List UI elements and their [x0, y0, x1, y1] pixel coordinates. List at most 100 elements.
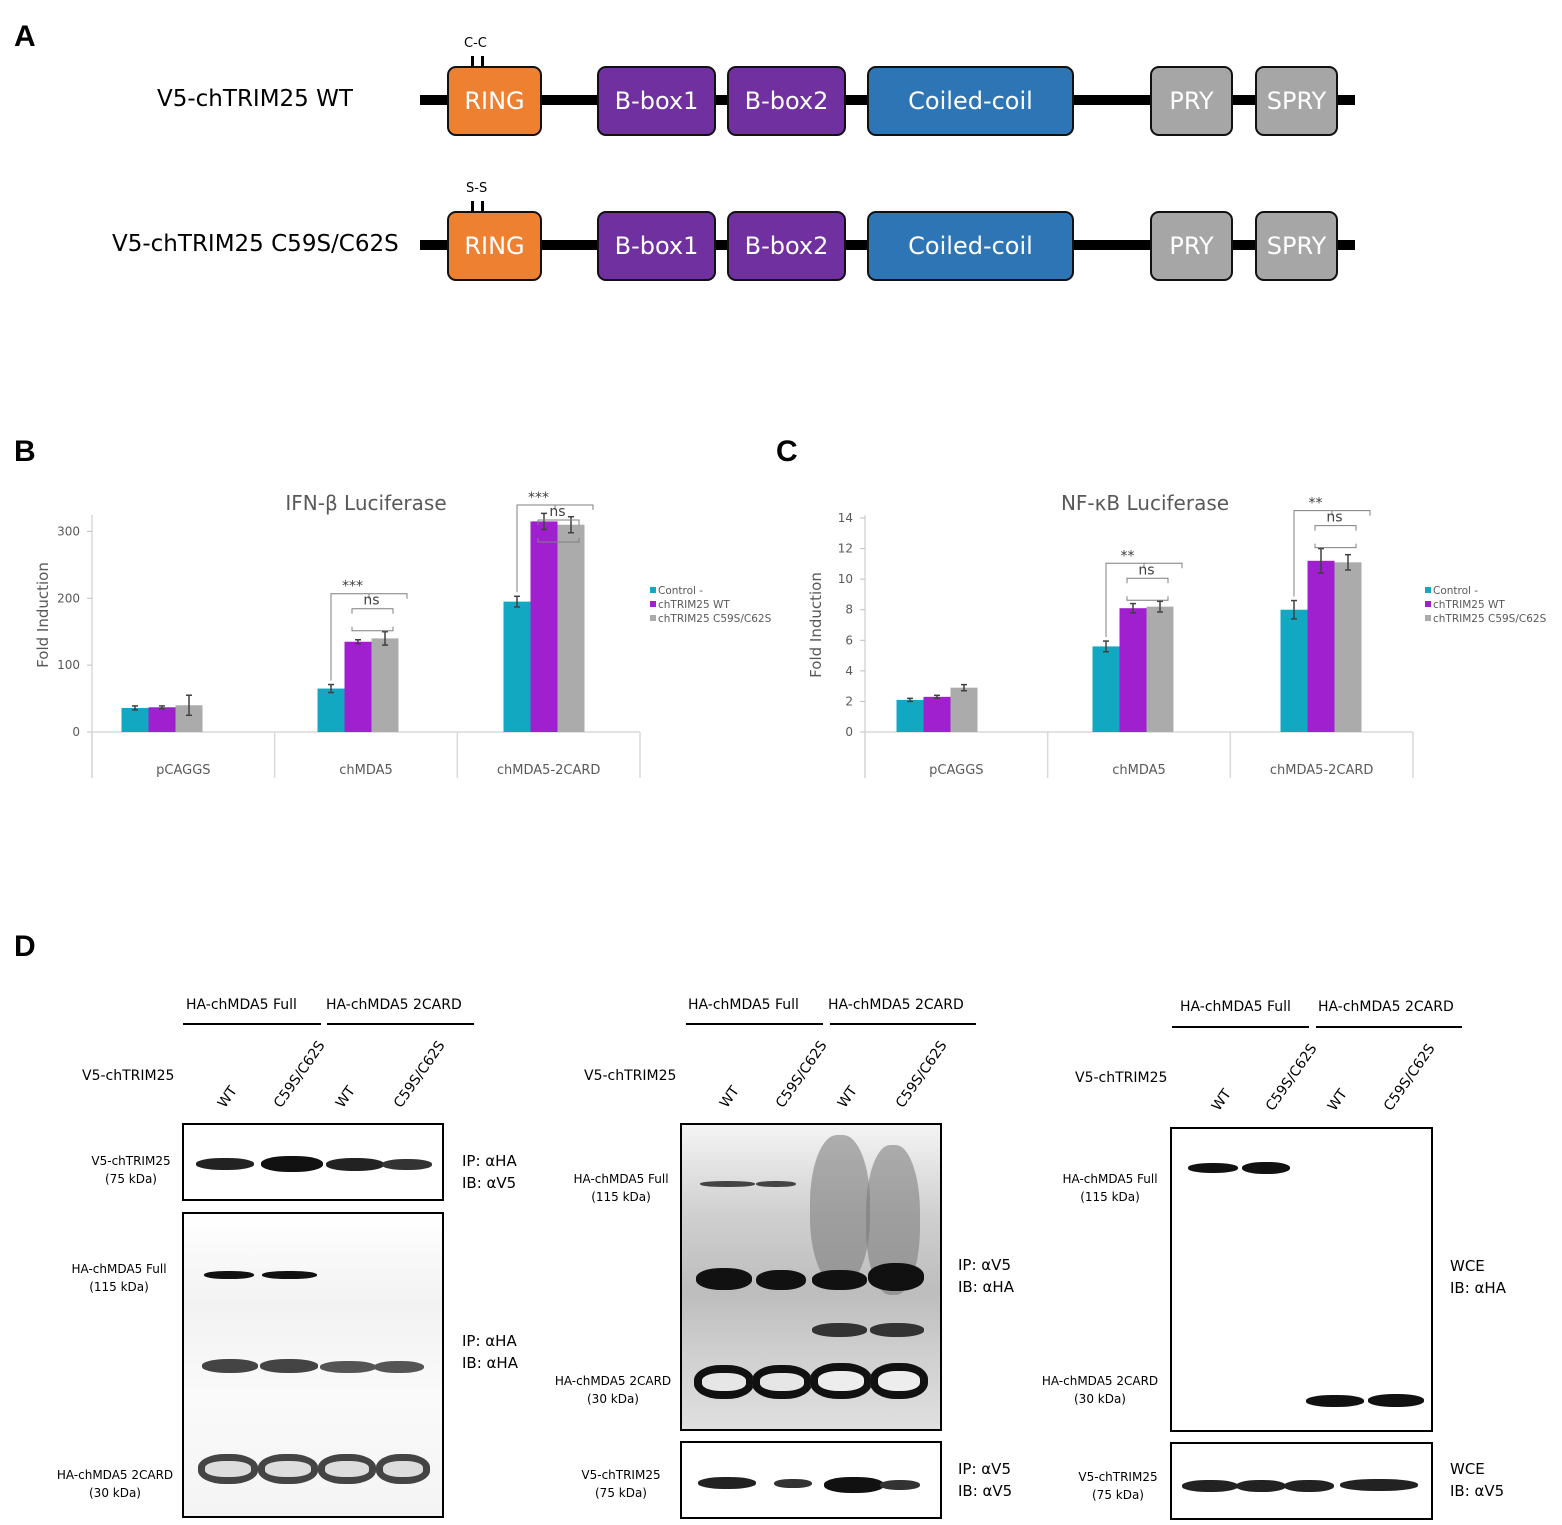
significance-bracket-outer: [330, 593, 408, 681]
band: [812, 1323, 867, 1337]
domain-bbox2: B-box2: [727, 66, 846, 136]
construct-wt-mutation-mark-2: [481, 56, 484, 70]
ifn-beta-chart: IFN-β Luciferase 0 100 200 300 Fold Induction…: [34, 490, 772, 778]
lane-4-label: C59S/C62S: [892, 1038, 951, 1111]
lane-1-label: WT: [1208, 1086, 1235, 1114]
bar: [1119, 608, 1147, 732]
blot2-main-membrane: [680, 1123, 942, 1431]
panel-a-letter: A: [14, 20, 36, 53]
band: [262, 1271, 317, 1279]
band: [752, 1365, 812, 1399]
row-label-v5: V5-chTRIM25: [584, 1068, 677, 1084]
group-full-underline: [686, 1023, 823, 1025]
chart-title: IFN-β Luciferase: [285, 491, 446, 515]
bar: [1307, 560, 1335, 732]
panel-d-letter: D: [14, 930, 36, 963]
lane-4-label: C59S/C62S: [1380, 1041, 1439, 1114]
bar: [923, 696, 951, 732]
blot2-bottom-ipib: IP: αV5 IB: αV5: [958, 1460, 1013, 1500]
x-tick-label: chMDA5-2CARD: [1270, 763, 1374, 778]
domain-coiled-coil: Coiled-coil: [867, 66, 1074, 136]
row-label-v5: V5-chTRIM25: [82, 1068, 175, 1084]
group-full-underline: [183, 1023, 321, 1025]
bar: [1146, 606, 1174, 732]
band: [1188, 1163, 1238, 1173]
band: [1182, 1480, 1238, 1492]
construct-wt-mutation-mark-1: [471, 56, 474, 70]
band: [196, 1158, 254, 1170]
band: [698, 1477, 756, 1489]
band: [1340, 1479, 1418, 1491]
blot1-top-band-label: V5-chTRIM25 (75 kDa): [91, 1154, 171, 1186]
band: [258, 1454, 318, 1484]
band: [1242, 1162, 1290, 1174]
group-2card-label: HA-chMDA5 2CARD: [828, 997, 964, 1013]
y-tick-label: 12: [838, 542, 853, 556]
y-axis-label: Fold Induction: [34, 562, 52, 668]
legend-swatch: [650, 587, 656, 593]
domain-pry: PRY: [1150, 211, 1233, 281]
band: [756, 1181, 796, 1187]
band: [1284, 1480, 1334, 1492]
blot1-top-membrane: [182, 1123, 444, 1201]
group-2card-label: HA-chMDA5 2CARD: [1318, 999, 1454, 1015]
blot3-2card-label: HA-chMDA5 2CARD (30 kDa): [1041, 1374, 1159, 1406]
band: [880, 1480, 920, 1490]
row-label-v5: V5-chTRIM25: [1075, 1070, 1168, 1086]
lane-3-label: WT: [1324, 1086, 1351, 1114]
significance-inner-label: ns: [549, 504, 565, 520]
blot3-main-ipib: WCE IB: αHA: [1450, 1257, 1506, 1297]
significance-bracket-inner: [1126, 577, 1169, 584]
nfkb-chart: NF-κB Luciferase 0 2 4 6 8 10 12 14 Fold Inductio…: [807, 491, 1547, 778]
legend-swatch: [1425, 601, 1431, 607]
band: [774, 1479, 812, 1488]
significance-bracket-inner: [537, 519, 580, 525]
panel-b-letter: B: [14, 435, 36, 468]
band: [868, 1263, 924, 1291]
band: [320, 1361, 376, 1373]
significance-bracket-inner-low: [351, 626, 394, 632]
legend-swatch: [1425, 587, 1431, 593]
blot2-bottom-label: V5-chTRIM25 (75 kDa): [581, 1468, 661, 1500]
blot1-2card-label: HA-chMDA5 2CARD (30 kDa): [56, 1468, 174, 1500]
construct-wt-mutation-label: C-C: [464, 36, 487, 51]
band: [870, 1363, 928, 1399]
lane-2-label: C59S/C62S: [772, 1038, 831, 1111]
blot1-main-ipib: IP: αHA IB: αHA: [462, 1332, 518, 1372]
construct-mutant-mutation-mark-1: [471, 201, 474, 215]
significance-inner-label: ns: [1138, 562, 1154, 578]
band: [870, 1323, 924, 1337]
bar: [317, 688, 345, 732]
y-tick-label: 0: [72, 725, 80, 739]
band: [696, 1268, 752, 1290]
band: [1368, 1394, 1424, 1407]
group-2card-underline: [1316, 1026, 1462, 1028]
significance-bracket-outer: [1105, 562, 1183, 638]
y-tick-label: 14: [838, 511, 853, 525]
blot1-top-ipib: IP: αHA IB: αV5: [462, 1152, 517, 1192]
band: [810, 1135, 870, 1285]
legend-swatch: [650, 615, 656, 621]
blot3-main-membrane: [1170, 1127, 1433, 1432]
construct-wt-label: V5-chTRIM25 WT: [157, 86, 353, 112]
band: [382, 1159, 432, 1170]
group-2card-underline: [327, 1023, 474, 1025]
band: [198, 1454, 258, 1484]
band: [326, 1158, 384, 1171]
blot1-full-label: HA-chMDA5 Full (115 kDa): [71, 1262, 167, 1294]
band: [812, 1270, 867, 1290]
lane-3-label: WT: [332, 1083, 359, 1111]
bar: [371, 638, 399, 732]
legend-label: Control -: [1433, 585, 1478, 597]
legend-label: chTRIM25 C59S/C62S: [658, 613, 772, 625]
domain-coiled-coil: Coiled-coil: [867, 211, 1074, 281]
y-tick-label: 200: [57, 591, 80, 605]
group-full-underline: [1172, 1026, 1309, 1028]
blot3-full-label: HA-chMDA5 Full (115 kDa): [1062, 1172, 1158, 1204]
band: [202, 1359, 258, 1373]
lane-1-label: WT: [214, 1083, 241, 1111]
y-tick-label: 300: [57, 524, 80, 538]
domain-spry: SPRY: [1255, 211, 1338, 281]
band: [694, 1365, 754, 1399]
bar: [121, 707, 149, 732]
